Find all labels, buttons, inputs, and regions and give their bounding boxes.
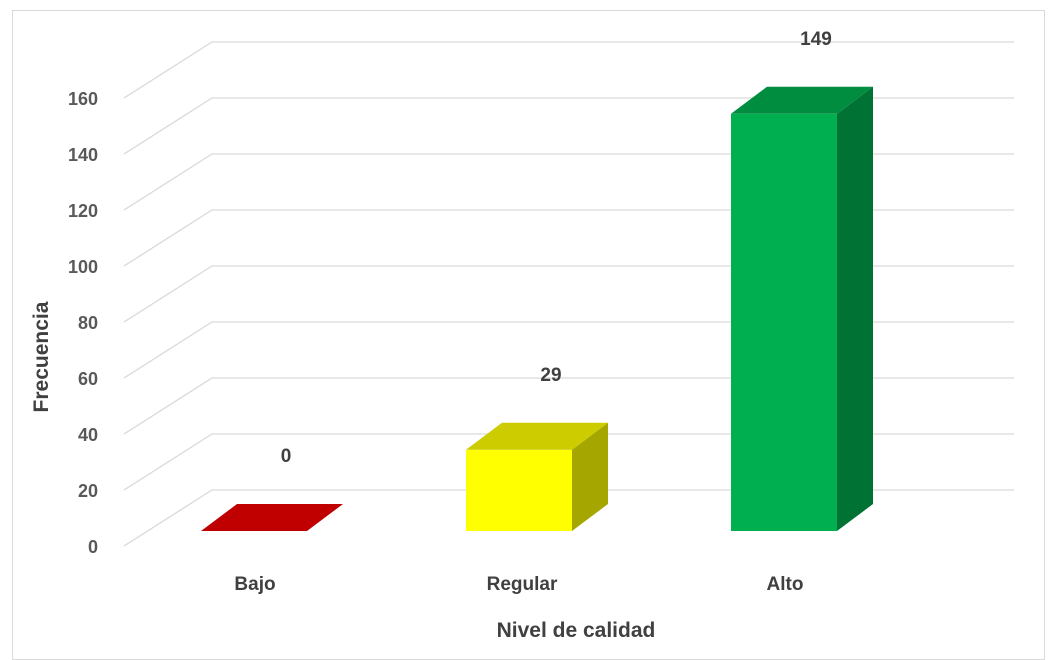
y-tick-label: 100 xyxy=(68,257,98,277)
gridline xyxy=(123,321,1014,379)
data-label: 29 xyxy=(540,365,561,386)
y-tick-label: 160 xyxy=(68,89,98,109)
gridline xyxy=(123,209,1014,267)
y-axis-title: Frecuencia xyxy=(30,301,53,412)
bar-top xyxy=(466,422,608,450)
y-tick-label: 80 xyxy=(78,313,98,333)
bar-alto: 149 xyxy=(731,29,873,532)
x-tick-label: Alto xyxy=(767,574,804,595)
bar-bajo: 0 xyxy=(201,446,343,531)
gridline xyxy=(123,153,1014,211)
y-axis-ticks: 0 20 40 60 80 100 120 140 160 xyxy=(68,89,98,557)
y-tick-label: 20 xyxy=(78,481,98,501)
y-tick-label: 120 xyxy=(68,201,98,221)
bar-side xyxy=(572,422,608,531)
gridline xyxy=(123,265,1014,323)
bar-front xyxy=(466,449,572,531)
gridline xyxy=(123,41,1014,99)
x-axis-title: Nivel de calidad xyxy=(497,619,656,642)
bars: 0 29 149 xyxy=(201,29,873,532)
y-tick-label: 40 xyxy=(78,425,98,445)
data-label: 0 xyxy=(281,446,292,467)
gridline xyxy=(123,97,1014,155)
bar-top xyxy=(201,504,343,531)
bar-top xyxy=(731,86,873,114)
y-tick-label: 60 xyxy=(78,369,98,389)
y-tick-label: 140 xyxy=(68,145,98,165)
data-label: 149 xyxy=(800,29,832,50)
x-axis-categories: Bajo Regular Alto xyxy=(234,574,803,595)
bar-regular: 29 xyxy=(466,365,608,531)
y-tick-label: 0 xyxy=(88,537,98,557)
x-tick-label: Regular xyxy=(487,574,558,595)
bar-front xyxy=(731,113,837,532)
x-tick-label: Bajo xyxy=(234,574,275,595)
bar-side xyxy=(837,86,873,532)
